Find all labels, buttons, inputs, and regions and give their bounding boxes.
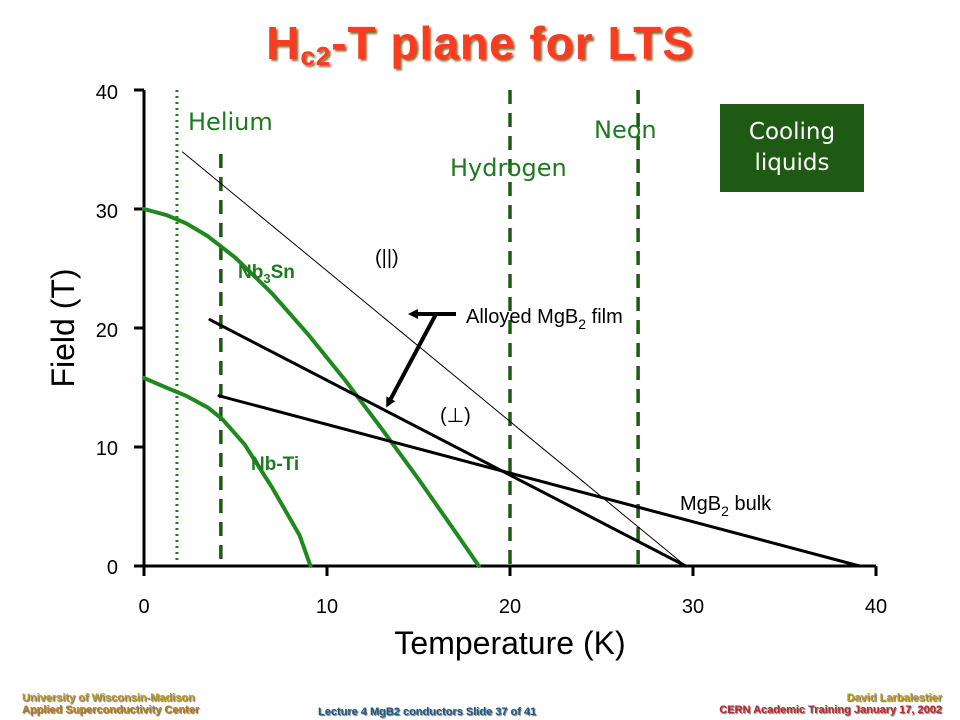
series-nb-ti-line — [142, 376, 313, 568]
cooling-liquids-box: Cooling liquids — [720, 104, 864, 192]
parallel-label: (||) — [375, 247, 399, 269]
series-perpendicular-line — [208, 318, 688, 568]
y-tick-10: 10 — [96, 438, 118, 460]
series-nb3sn-line — [142, 207, 481, 568]
x-tick-10: 10 — [316, 596, 338, 618]
slide-title: Hc2-T plane for LTS — [266, 17, 694, 71]
y-tick-20: 20 — [96, 320, 118, 342]
x-tick-30: 30 — [682, 596, 704, 618]
cooling-box-line2: liquids — [754, 150, 830, 176]
y-axis-title: Field (T) — [45, 268, 81, 387]
neon-label: Neon — [594, 116, 657, 144]
alloyed-film-label: Alloyed MgB2 film — [466, 306, 623, 332]
nb3sn-label: Nb3Sn — [238, 262, 295, 286]
y-tick-30: 30 — [96, 201, 118, 223]
nbti-label: Nb-Ti — [251, 454, 299, 475]
y-tick-0: 0 — [107, 557, 118, 579]
x-tick-20: 20 — [499, 596, 521, 618]
film-arrow-perp — [386, 312, 456, 408]
perp-label: (⊥) — [440, 405, 471, 427]
x-tick-0: 0 — [138, 596, 149, 618]
x-tick-40: 40 — [865, 596, 887, 618]
x-axis-title: Temperature (K) — [394, 625, 625, 661]
series-mgb2-bulk-line — [217, 394, 861, 568]
cooling-box-line1: Cooling — [748, 119, 836, 145]
helium-label: Helium — [188, 108, 273, 136]
footer-left: University of Wisconsin-Madison Applied … — [22, 692, 200, 716]
hydrogen-label: Hydrogen — [450, 154, 567, 182]
mgb2-bulk-label: MgB2 bulk — [680, 493, 772, 519]
footer-right: David Larbalestier CERN Academic Trainin… — [719, 692, 942, 716]
y-tick-40: 40 — [96, 82, 118, 104]
footer-center: Lecture 4 MgB2 conductors Slide 37 of 41 — [318, 706, 537, 718]
